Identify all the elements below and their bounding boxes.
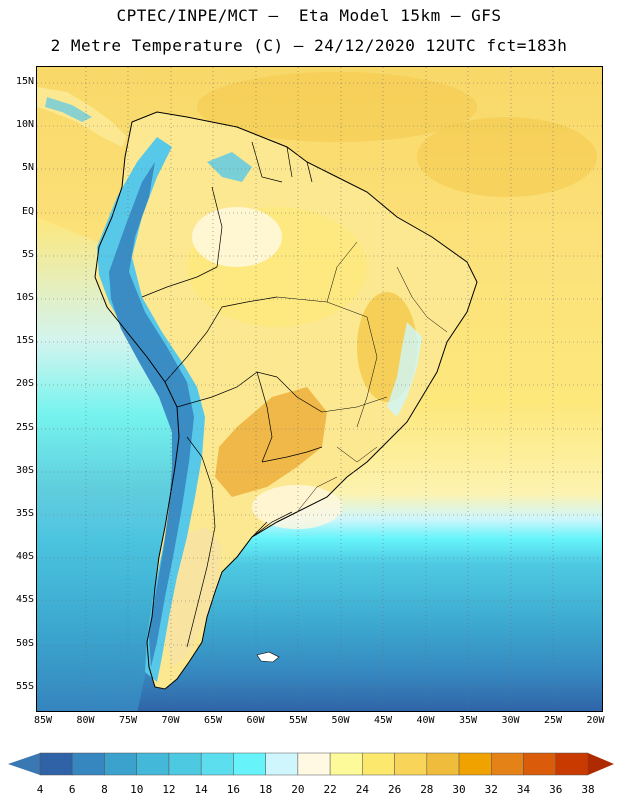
hot-interior	[215, 387, 327, 497]
colorbar-low-arrow	[8, 753, 40, 775]
lon-tick-label: 40W	[416, 715, 435, 726]
colorbar-level-label: 28	[420, 783, 434, 796]
colorbar-level-label: 16	[226, 783, 241, 796]
lon-tick-label: 50W	[331, 715, 350, 726]
lon-tick-label: 25W	[543, 715, 563, 726]
map-frame	[36, 66, 603, 712]
country-borders	[141, 141, 323, 648]
colorbar-swatch	[394, 752, 428, 776]
lat-tick-label: 5N	[21, 162, 34, 174]
coastline	[94, 111, 478, 690]
colorbar-swatch	[329, 752, 363, 776]
lon-tick-label: 85W	[33, 715, 53, 726]
colorbar-swatch	[71, 752, 105, 776]
colorbar-swatch	[168, 752, 202, 776]
lat-tick-label: EQ	[21, 205, 34, 217]
colorbar-level-label: 12	[162, 783, 176, 796]
caribbean-warm-patch	[197, 72, 477, 142]
lat-tick-label: 55S	[15, 680, 34, 692]
colorbar-level-label: 26	[387, 783, 402, 796]
colorbar-level-label: 14	[194, 783, 208, 796]
colorbar-level-label: 4	[36, 783, 44, 796]
grid-lines	[37, 67, 602, 711]
lat-tick-label: 35S	[15, 508, 34, 519]
colorbar-level-label: 34	[516, 783, 531, 796]
lon-tick-label: 70W	[161, 715, 180, 726]
guiana-highlands-cool	[207, 152, 252, 182]
colorbar-swatch	[458, 752, 492, 776]
pale-south-brazil	[252, 485, 342, 529]
lat-tick-label: 45S	[15, 594, 34, 606]
state-borders	[276, 241, 448, 513]
falkland-islands	[256, 651, 280, 663]
pacific-cool-zone	[37, 217, 177, 711]
colorbar-level-label: 38	[581, 783, 595, 796]
atlantic-warm-patch	[417, 117, 597, 197]
colorbar-level-label: 22	[323, 783, 337, 796]
lat-tick-label: 10S	[15, 292, 34, 303]
lon-tick-label: 45W	[373, 715, 393, 726]
lat-tick-label: 50S	[15, 637, 34, 649]
colorbar-level-label: 24	[355, 783, 369, 796]
central-america-cool	[45, 97, 92, 122]
colorbar-swatch	[104, 752, 137, 776]
colorbar-level-label: 30	[452, 783, 466, 796]
colorbar-level-label: 10	[130, 783, 144, 796]
east-brazil-highland-cool	[387, 322, 422, 417]
colorbar-swatch	[265, 752, 299, 776]
colorbar-swatch	[233, 752, 266, 776]
map-title: CPTEC/INPE/MCT – Eta Model 15km – GFS	[116, 6, 502, 25]
lat-tick-label: 5S	[21, 248, 34, 260]
colorbar-level-label: 36	[549, 783, 563, 796]
lat-tick-label: 30S	[15, 464, 34, 476]
colorbar-swatch	[555, 752, 589, 776]
colorbar-level-label: 18	[259, 783, 273, 796]
lat-tick-label: 25S	[15, 421, 34, 433]
temperature-map	[37, 67, 602, 711]
lon-tick-label: 20W	[586, 715, 605, 726]
lat-tick-label: 15N	[15, 76, 34, 87]
colorbar-swatch	[136, 752, 170, 776]
colorbar-swatch	[39, 752, 73, 776]
colorbar-swatch	[523, 752, 557, 776]
colorbar-level-label: 32	[484, 783, 498, 796]
lon-tick-label: 80W	[76, 715, 95, 726]
colorbar-high-arrow	[588, 753, 614, 775]
colorbar-swatch	[200, 752, 234, 776]
lon-tick-label: 60W	[246, 715, 265, 726]
colorbar-swatch	[362, 752, 395, 776]
colorbar-level-label: 20	[291, 783, 305, 796]
map-subtitle: 2 Metre Temperature (C) – 24/12/2020 12U…	[50, 36, 568, 55]
colorbar	[8, 752, 614, 776]
colorbar-swatch	[491, 752, 524, 776]
lon-tick-label: 75W	[118, 715, 138, 726]
lat-tick-label: 40S	[15, 551, 34, 563]
lat-tick-label: 15S	[15, 335, 34, 347]
colorbar-level-label: 6	[68, 783, 76, 796]
lat-tick-label: 20S	[15, 378, 34, 390]
andes-cold-band	[109, 162, 194, 667]
lon-tick-label: 55W	[288, 715, 308, 726]
lon-tick-label: 30W	[501, 715, 520, 726]
lon-tick-label: 35W	[458, 715, 478, 726]
lat-tick-label: 10N	[15, 119, 34, 131]
lon-tick-label: 65W	[203, 715, 223, 726]
pale-amazon	[192, 207, 282, 267]
colorbar-swatch	[426, 752, 460, 776]
colorbar-swatch	[297, 752, 331, 776]
colorbar-level-label: 8	[101, 783, 108, 796]
